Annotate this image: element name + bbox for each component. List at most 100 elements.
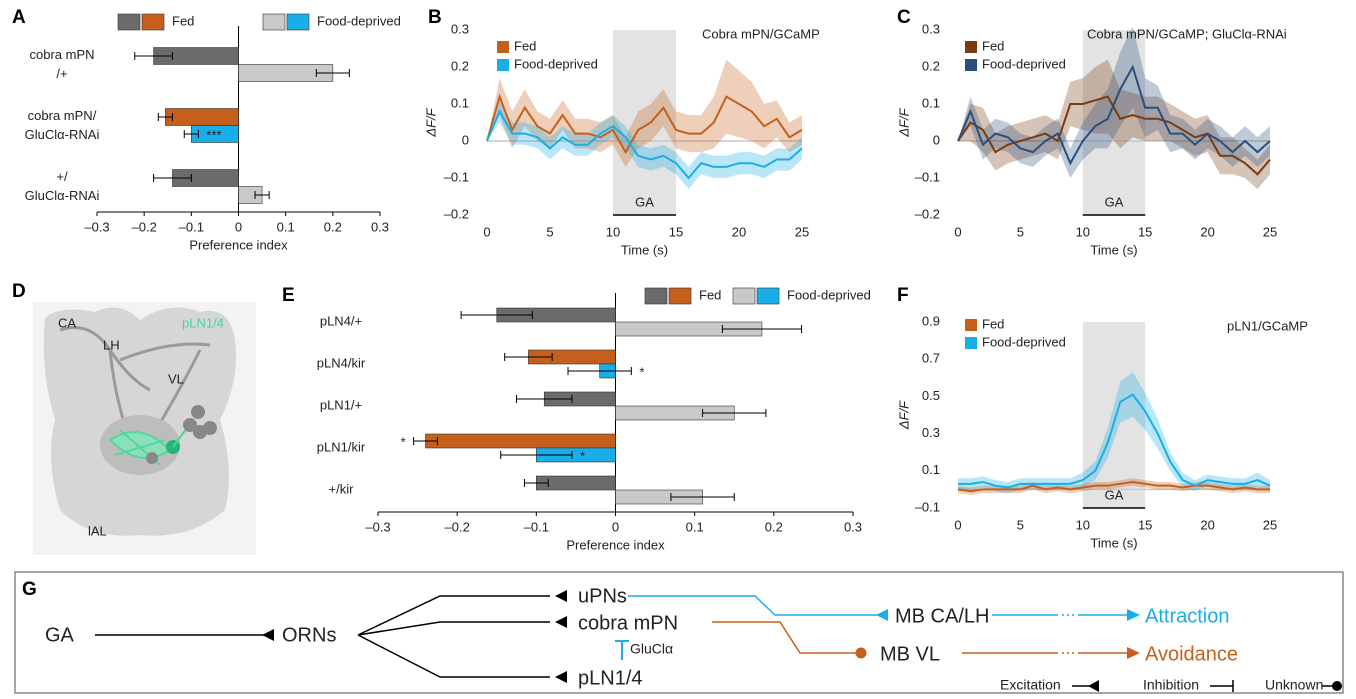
x-axis-label: Time (s)	[621, 242, 668, 257]
node: cobra mPN	[578, 612, 678, 634]
x-tick-label: 25	[795, 224, 809, 239]
error-bar	[670, 493, 735, 501]
shaded-region	[1082, 322, 1146, 508]
x-axis-label: Time (s)	[1090, 535, 1137, 550]
x-tick-label: –0.2	[132, 219, 157, 234]
region-label: VL	[168, 371, 184, 386]
x-tick-label: 0	[954, 517, 961, 532]
chart-title: Cobra mPN/GCaMP; GluClα-RNAi	[1087, 26, 1287, 41]
legend-swatch	[141, 13, 165, 31]
x-tick-label: 0	[612, 519, 619, 534]
error-band	[958, 59, 1270, 190]
region-label: GA	[1105, 487, 1124, 502]
y-tick-label: 0	[462, 132, 469, 147]
significance: ***	[206, 127, 221, 142]
shaded-region	[1082, 30, 1146, 215]
error-bar	[567, 367, 632, 375]
x-axis-label: Preference index	[189, 237, 288, 252]
node: uPNs	[578, 585, 627, 607]
connection	[357, 595, 550, 678]
error-bar	[183, 130, 199, 138]
error-bar	[460, 311, 533, 319]
panel-label: D	[12, 281, 26, 302]
legend-swatch	[732, 287, 756, 305]
legend-label: Food-deprived	[787, 287, 871, 302]
x-axis-label: Preference index	[566, 537, 665, 552]
soma	[203, 421, 217, 435]
y-tick-label: 0.9	[922, 313, 940, 328]
x-tick-label: –0.2	[445, 519, 470, 534]
x-tick-label: 0.3	[371, 219, 389, 234]
x-tick-label: 0.2	[765, 519, 783, 534]
x-tick-label: 5	[1017, 517, 1024, 532]
category-label: /+	[56, 66, 67, 81]
x-tick-label: 10	[1076, 224, 1090, 239]
y-tick-label: 0.3	[451, 21, 469, 36]
connection	[628, 595, 880, 616]
y-tick-label: –0.2	[915, 206, 940, 221]
inhibition	[615, 640, 629, 660]
region-label: GA	[635, 194, 654, 209]
error-band	[958, 478, 1270, 495]
y-tick-label: 0	[933, 132, 940, 147]
legend-head	[1088, 680, 1099, 692]
significance: *	[639, 364, 644, 379]
category-label: pLN4/kir	[317, 355, 366, 370]
error-bar	[315, 69, 350, 77]
panel-label: E	[282, 285, 295, 306]
error-band	[958, 372, 1270, 494]
line	[486, 93, 803, 155]
y-tick-label: 0.1	[922, 462, 940, 477]
legend-swatch	[965, 337, 977, 349]
y-axis-label: ΔF/F	[423, 107, 438, 137]
arrow-head	[1127, 609, 1140, 621]
neuron-label: pLN1/4	[182, 315, 224, 330]
legend-label: Unknown	[1265, 677, 1323, 693]
legend-label: Food-deprived	[982, 334, 1066, 349]
y-tick-label: 0.3	[922, 425, 940, 440]
x-tick-label: 0.1	[277, 219, 295, 234]
category-label: +/	[56, 169, 68, 184]
x-tick-label: –0.1	[179, 219, 204, 234]
neurites	[59, 326, 211, 441]
legend-swatch	[497, 41, 509, 53]
outcome: Attraction	[1145, 605, 1229, 627]
panel-label: C	[897, 7, 911, 28]
circuit-diagram: G GA ORNs uPNs cobra mPN pLN1/4 GluClα M…	[14, 571, 1344, 694]
y-tick-label: –0.1	[915, 499, 940, 514]
x-tick-label: 0.3	[844, 519, 862, 534]
significance: *	[580, 448, 585, 463]
y-tick-label: 0.7	[922, 351, 940, 366]
x-tick-label: 10	[606, 224, 620, 239]
y-tick-label: 0.2	[922, 58, 940, 73]
legend-label: Food-deprived	[317, 13, 401, 28]
error-bar	[516, 395, 573, 403]
node: MB CA/LH	[895, 605, 989, 627]
region-label: GA	[1105, 194, 1124, 209]
legend-label: Fed	[172, 13, 194, 28]
legend-swatch	[286, 13, 310, 31]
x-tick-label: –0.1	[524, 519, 549, 534]
legend-swatch	[644, 287, 668, 305]
bar	[165, 108, 239, 126]
x-tick-label: 25	[1263, 224, 1277, 239]
region-label: lAL	[88, 523, 107, 538]
legend-swatch	[965, 319, 977, 331]
y-tick-label: 0.1	[451, 95, 469, 110]
category-label: pLN1/+	[320, 397, 362, 412]
x-tick-label: 0.2	[324, 219, 342, 234]
legend-label: Food-deprived	[514, 56, 598, 71]
y-tick-label: –0.1	[915, 169, 940, 184]
legend-label: Fed	[982, 316, 1004, 331]
legend-swatch	[117, 13, 141, 31]
x-tick-label: 25	[1263, 517, 1277, 532]
node: ORNs	[282, 624, 336, 646]
panel-label: B	[428, 7, 442, 28]
line	[486, 109, 803, 180]
legend-label: Fed	[514, 38, 536, 53]
panel-label: F	[897, 285, 909, 306]
x-tick-label: 15	[1138, 224, 1152, 239]
x-axis-label: Time (s)	[1090, 242, 1137, 257]
x-tick-label: 5	[546, 224, 553, 239]
